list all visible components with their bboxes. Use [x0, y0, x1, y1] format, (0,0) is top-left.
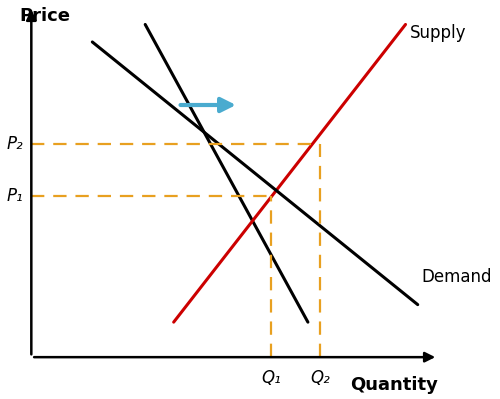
Text: P₂: P₂ — [6, 134, 23, 152]
Text: Quantity: Quantity — [350, 376, 438, 395]
Text: Q₂: Q₂ — [310, 369, 330, 387]
Text: P₁: P₁ — [6, 187, 23, 205]
Text: Price: Price — [19, 7, 70, 25]
Text: Q₁: Q₁ — [262, 369, 281, 387]
Text: Demand: Demand — [422, 268, 492, 286]
Text: Supply: Supply — [410, 24, 466, 42]
